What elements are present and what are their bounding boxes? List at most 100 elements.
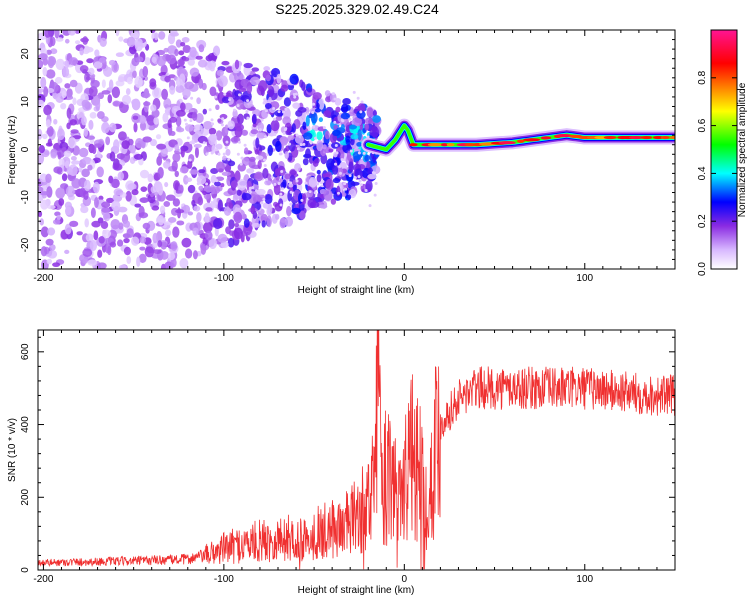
spectrogram-cell: [89, 112, 97, 119]
spectrogram-cell: [323, 110, 332, 118]
spectrogram-cell: [189, 119, 193, 123]
spectrogram-cell: [146, 114, 156, 126]
spectrogram-cell: [205, 55, 213, 62]
spectrogram-cell: [342, 192, 347, 197]
spectrogram-cell: [118, 36, 124, 42]
spectrogram-x-tick-label: -200: [33, 273, 53, 284]
spectrogram-cell: [357, 175, 361, 179]
spectrogram-cell: [156, 143, 167, 150]
snr-y-tick-label: 0: [20, 567, 31, 573]
spectrogram-cell: [236, 179, 247, 191]
spectrogram-cell: [310, 112, 318, 124]
spectrogram-cell: [47, 57, 55, 69]
spectrogram-cell: [241, 157, 250, 166]
spectrogram-cell: [234, 123, 244, 132]
snr-x-tick-label: 100: [576, 574, 593, 585]
spectrogram-cell: [261, 220, 266, 228]
spectrogram-cell: [101, 122, 110, 134]
spectrogram-cell: [263, 66, 271, 72]
spectrogram-cell: [101, 79, 106, 89]
spectrogram-cell: [314, 136, 318, 140]
spectrogram-hotspot: [446, 143, 455, 147]
spectrogram-cell: [45, 119, 51, 128]
spectrogram-cell: [196, 175, 207, 185]
spectrogram-cell: [191, 139, 195, 143]
spectrogram-x-tick-label: 100: [576, 273, 593, 284]
spectrogram-cell: [135, 137, 144, 149]
spectrogram-cell: [279, 217, 286, 229]
spectrogram-cell: [322, 126, 326, 130]
spectrogram-cell: [152, 232, 159, 244]
spectrogram-cell: [357, 151, 361, 155]
spectrogram-cell: [276, 73, 282, 84]
spectrogram-cell: [179, 73, 186, 85]
spectrogram-cell: [184, 81, 195, 90]
spectrogram-cell: [55, 58, 65, 71]
spectrogram-cell: [288, 183, 294, 188]
spectrogram-cell: [266, 215, 272, 228]
spectrogram-cell: [332, 129, 341, 137]
spectrogram-cell: [319, 204, 328, 209]
spectrogram-cell: [117, 76, 125, 83]
spectrogram-cell: [345, 135, 351, 143]
spectrogram-cell: [282, 179, 287, 188]
spectrogram-cell: [65, 206, 72, 216]
spectrogram-cell: [64, 249, 70, 255]
spectrogram-cell: [204, 230, 213, 241]
spectrogram-cell: [127, 183, 137, 191]
spectrogram-cell: [331, 92, 335, 96]
spectrogram-cell: [307, 87, 313, 93]
spectrogram-cell: [234, 223, 240, 228]
spectrogram-cell: [364, 188, 368, 192]
spectrogram-cell: [113, 139, 120, 151]
spectrogram-cell: [217, 199, 224, 212]
spectrogram-cell: [101, 201, 111, 208]
spectrogram-cell: [309, 141, 313, 145]
spectrogram-cell: [81, 168, 90, 178]
snr-frame: [37, 329, 676, 571]
spectrogram-cell: [163, 98, 172, 110]
spectrogram-cell: [70, 129, 79, 134]
spectrogram-cell: [202, 190, 207, 195]
spectrogram-cell: [230, 180, 238, 188]
spectrogram-cell: [367, 173, 377, 180]
spectrogram-cell: [338, 165, 342, 169]
spectrogram-cell: [164, 182, 169, 188]
spectrogram-cell: [254, 149, 260, 155]
spectrogram-cell: [257, 122, 265, 132]
spectrogram-cell: [192, 227, 199, 236]
spectrogram-cell: [248, 156, 256, 162]
spectrogram-cell: [296, 147, 300, 151]
spectrogram-cell: [264, 180, 272, 186]
spectrogram-cell: [196, 182, 200, 186]
spectrogram-cell: [187, 159, 193, 170]
spectrogram-cell: [179, 258, 189, 269]
spectrogram-cell: [308, 177, 318, 188]
snr-x-tick-label: -200: [33, 574, 53, 585]
spectrogram-cell: [289, 202, 293, 206]
spectrogram-cell: [189, 67, 200, 77]
spectrogram-cell: [258, 128, 262, 132]
spectrogram-cell: [143, 101, 151, 106]
spectrogram-cell: [356, 110, 366, 119]
spectrogram-cell: [191, 111, 198, 122]
spectrogram-cell: [217, 233, 228, 244]
spectrogram-cell: [118, 131, 127, 141]
spectrogram-cell: [275, 115, 283, 121]
spectrogram-cell: [225, 148, 231, 156]
spectrogram-cell: [359, 110, 363, 114]
spectrogram-cell: [236, 104, 240, 108]
spectrogram-cell: [45, 173, 52, 183]
spectrogram-cell: [316, 131, 323, 141]
spectrogram-cell: [139, 197, 149, 203]
spectrogram-cell: [333, 120, 337, 124]
spectrogram-cell: [176, 220, 185, 226]
spectrogram-cell: [112, 163, 123, 171]
spectrogram-cell: [143, 76, 149, 81]
spectrogram-cell: [360, 100, 364, 104]
spectrogram-cell: [62, 66, 70, 78]
spectrogram-cell: [67, 137, 77, 149]
spectrogram-cell: [97, 249, 103, 258]
spectrogram-cell: [157, 215, 165, 226]
